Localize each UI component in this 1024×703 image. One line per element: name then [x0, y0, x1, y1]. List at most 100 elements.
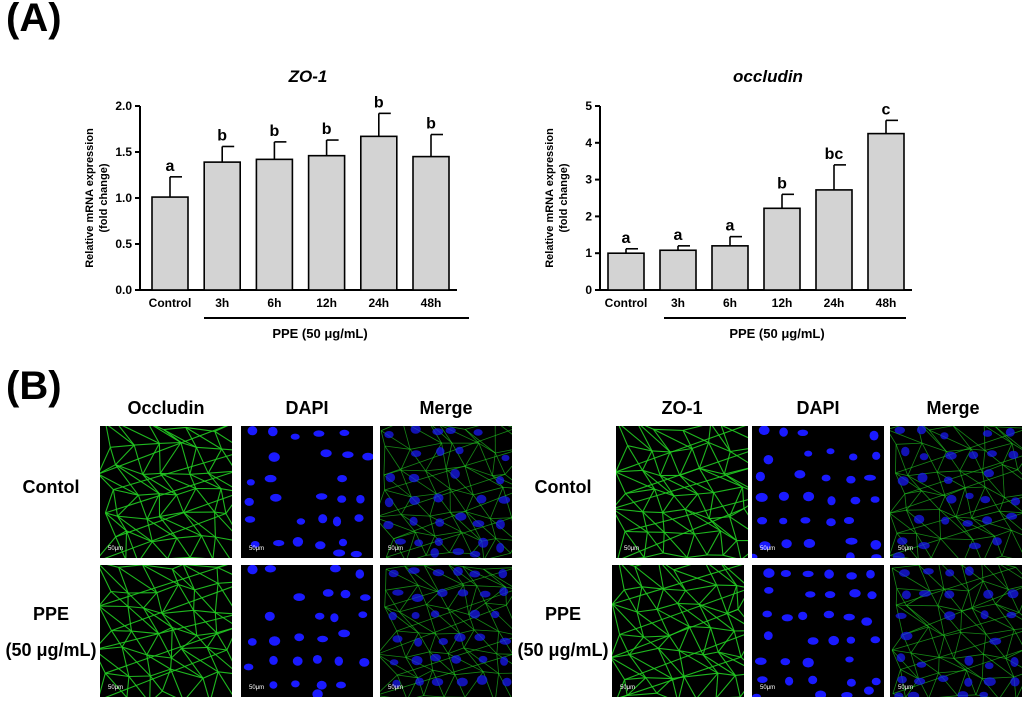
row-head-ppe-left-line1: PPE	[32, 604, 70, 624]
micrograph-image	[241, 426, 373, 558]
x-tick-label: 6h	[723, 296, 737, 310]
bar	[867, 132, 905, 291]
micrograph-merge-control-right: 50μm	[890, 426, 1022, 558]
row-head-ppe-left: PPE (50 μg/mL)	[0, 600, 106, 664]
significance-letter: b	[426, 116, 436, 133]
significance-letter: a	[622, 230, 631, 247]
micrograph-image	[241, 565, 373, 697]
scale-bar-label: 50μm	[898, 546, 914, 552]
bar	[307, 154, 346, 291]
bar	[203, 161, 241, 291]
chart-title: occludin	[733, 67, 803, 86]
x-tick-label: Control	[149, 296, 192, 310]
micrograph-merge-control-left: 50μm	[380, 426, 512, 558]
treatment-label: PPE (50 μg/mL)	[272, 326, 367, 341]
y-tick-label: 1.0	[115, 191, 132, 205]
x-tick-label: 48h	[421, 296, 442, 310]
x-tick-label: 6h	[267, 296, 281, 310]
row-head-ppe-left-line2: (50 μg/mL)	[5, 640, 97, 660]
row-head-control-right-text: Contol	[534, 477, 592, 497]
y-tick-label: 0.5	[115, 237, 132, 251]
row-head-control-left: Contol	[0, 473, 106, 501]
row-head-ppe-right-line2: (50 μg/mL)	[517, 640, 609, 660]
bar	[711, 245, 749, 291]
y-axis-label: Relative mRNA expression	[84, 128, 96, 268]
significance-letter: c	[882, 101, 891, 118]
x-tick-label: 24h	[368, 296, 389, 310]
y-tick-label: 1.5	[115, 145, 132, 159]
micrograph-merge-ppe-right: 50μm	[890, 565, 1022, 697]
micrograph-image	[612, 565, 744, 697]
col-head-occludin: Occludin	[127, 398, 205, 418]
micrograph-image	[890, 565, 1022, 697]
micrograph-occludin-control: 50μm	[100, 426, 232, 558]
x-tick-label: 12h	[772, 296, 793, 310]
row-head-ppe-right-line1: PPE	[544, 604, 582, 624]
x-tick-label: 24h	[824, 296, 845, 310]
bar	[255, 158, 294, 291]
scale-bar-label: 50μm	[249, 546, 265, 552]
scale-bar-label: 50μm	[760, 685, 776, 691]
scale-bar-label: 50μm	[760, 546, 776, 552]
bar	[763, 207, 801, 291]
scale-bar-label: 50μm	[388, 546, 404, 552]
row-head-control-left-text: Contol	[22, 477, 80, 497]
y-axis-label-unit: (fold change)	[558, 163, 570, 232]
bar	[151, 196, 189, 291]
micrograph-image	[100, 426, 232, 558]
y-tick-label: 0	[585, 283, 592, 297]
col-head-dapi-left: DAPI	[285, 398, 329, 418]
significance-letter: bc	[825, 146, 844, 163]
micrograph-merge-ppe-left: 50μm	[380, 565, 512, 697]
micrograph-zo1-control: 50μm	[616, 426, 748, 558]
bar	[607, 252, 645, 291]
significance-letter: b	[270, 123, 280, 140]
micrograph-dapi-control-right: 50μm	[752, 426, 884, 558]
scale-bar-label: 50μm	[249, 685, 265, 691]
col-head-merge-right: Merge	[926, 398, 980, 418]
y-tick-label: 4	[585, 136, 592, 150]
y-tick-label: 2	[585, 209, 592, 223]
scale-bar-label: 50μm	[898, 685, 914, 691]
significance-letter: b	[217, 127, 227, 144]
micrograph-image	[616, 426, 748, 558]
scale-bar-label: 50μm	[108, 685, 124, 691]
panel-a-label: (A)	[6, 0, 62, 40]
row-head-control-right: Contol	[508, 473, 618, 501]
significance-letter: a	[726, 218, 735, 235]
scale-bar-label: 50μm	[388, 685, 404, 691]
micrograph-image	[752, 565, 884, 697]
bar	[659, 249, 697, 291]
significance-letter: a	[674, 227, 683, 244]
x-tick-label: 3h	[671, 296, 685, 310]
col-head-merge-left: Merge	[419, 398, 473, 418]
micrograph-image	[752, 426, 884, 558]
micrograph-zo1-ppe: 50μm	[612, 565, 744, 697]
y-tick-label: 1	[585, 246, 592, 260]
micrograph-dapi-control-left: 50μm	[241, 426, 373, 558]
x-tick-label: Control	[605, 296, 648, 310]
y-tick-label: 0.0	[115, 283, 132, 297]
scale-bar-label: 50μm	[620, 685, 636, 691]
x-tick-label: 48h	[876, 296, 897, 310]
significance-letter: b	[322, 121, 332, 138]
row-head-ppe-right: PPE (50 μg/mL)	[508, 600, 618, 664]
micrograph-occludin-ppe: 50μm	[100, 565, 232, 697]
significance-letter: b	[374, 94, 384, 111]
micrograph-image	[890, 426, 1022, 558]
bar	[359, 135, 398, 291]
y-tick-label: 3	[585, 173, 592, 187]
micrograph-image	[380, 426, 512, 558]
scale-bar-label: 50μm	[108, 546, 124, 552]
y-tick-label: 2.0	[115, 99, 132, 113]
micrograph-dapi-ppe-right: 50μm	[752, 565, 884, 697]
scale-bar-label: 50μm	[624, 546, 640, 552]
treatment-label: PPE (50 μg/mL)	[729, 326, 824, 341]
micrograph-image	[100, 565, 232, 697]
panel-b-label: (B)	[6, 364, 62, 408]
y-axis-label-unit: (fold change)	[98, 163, 110, 232]
x-tick-label: 12h	[316, 296, 337, 310]
col-head-dapi-right: DAPI	[796, 398, 840, 418]
bar	[412, 155, 450, 291]
